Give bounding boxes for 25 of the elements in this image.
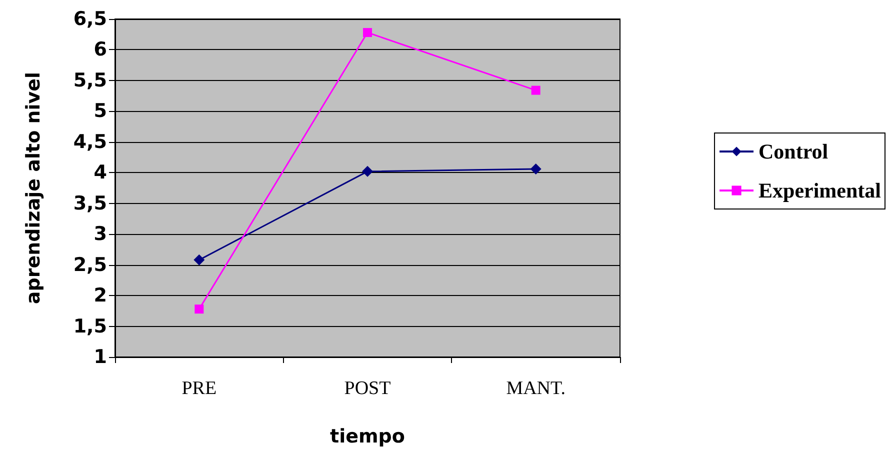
point [362,166,373,177]
y-tick-label: 3 [94,223,107,246]
y-tick-label: 5 [94,100,107,122]
y-tick-label: 2,5 [73,254,107,276]
y-tick-label: 5,5 [73,69,107,92]
y-axis-title: aprendizaje alto nivel [22,72,44,304]
point [194,304,204,314]
legend-label: Control [758,140,828,164]
x-tick-label: POST [344,378,392,399]
y-tick-label: 6 [94,38,107,61]
y-tick-label: 3,5 [73,192,107,214]
y-tick-label: 6,5 [73,8,107,30]
point [363,28,372,38]
legend-label: Experimental [758,178,882,202]
y-tick-label: 2 [94,284,107,307]
y-tick-label: 1,5 [73,315,107,338]
x-tick-label: PRE [182,378,217,399]
point [531,86,540,95]
x-tick-label: MANT. [506,378,566,399]
y-tick-label: 1 [94,346,107,368]
y-tick-label: 4,5 [73,130,107,153]
x-axis-title: tiempo [330,426,405,448]
point [194,254,205,266]
y-tick-label: 4 [94,162,107,184]
point [530,163,542,174]
